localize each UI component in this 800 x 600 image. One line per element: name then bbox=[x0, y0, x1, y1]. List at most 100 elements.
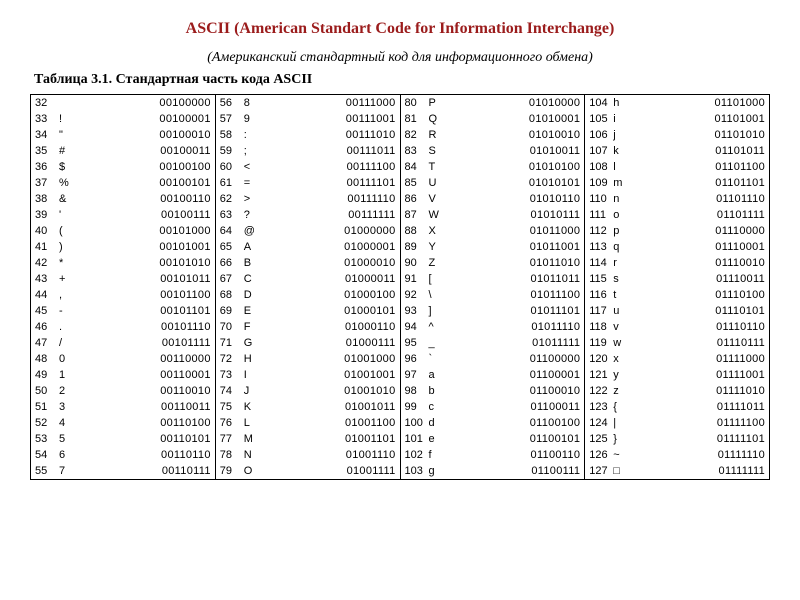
ascii-decimal: 85 bbox=[405, 178, 429, 189]
ascii-binary: 00101001 bbox=[75, 242, 211, 253]
ascii-row: 65A01000001 bbox=[216, 239, 400, 255]
ascii-binary: 01010111 bbox=[445, 210, 581, 221]
ascii-char: } bbox=[613, 434, 629, 445]
ascii-row: 104h01101000 bbox=[585, 95, 769, 111]
ascii-binary: 01011011 bbox=[445, 274, 581, 285]
ascii-binary: 01101001 bbox=[629, 114, 765, 125]
ascii-row: 127□01111111 bbox=[585, 463, 769, 479]
ascii-decimal: 100 bbox=[405, 418, 429, 429]
ascii-binary: 01101100 bbox=[629, 162, 765, 173]
ascii-char: * bbox=[59, 258, 75, 269]
ascii-decimal: 37 bbox=[35, 178, 59, 189]
ascii-binary: 01011010 bbox=[445, 258, 581, 269]
ascii-row: 60<00111100 bbox=[216, 159, 400, 175]
ascii-row: 39'00100111 bbox=[31, 207, 215, 223]
ascii-char: E bbox=[244, 306, 260, 317]
ascii-decimal: 101 bbox=[405, 434, 429, 445]
ascii-row: 107k01101011 bbox=[585, 143, 769, 159]
ascii-decimal: 110 bbox=[589, 194, 613, 205]
ascii-char: . bbox=[59, 322, 75, 333]
ascii-row: 49100110001 bbox=[31, 367, 215, 383]
ascii-binary: 01100011 bbox=[445, 402, 581, 413]
ascii-binary: 01110011 bbox=[629, 274, 765, 285]
ascii-decimal: 111 bbox=[589, 210, 613, 221]
ascii-row: 101e01100101 bbox=[401, 431, 585, 447]
ascii-binary: 01100010 bbox=[445, 386, 581, 397]
ascii-binary: 01100001 bbox=[445, 370, 581, 381]
ascii-decimal: 82 bbox=[405, 130, 429, 141]
ascii-char: 3 bbox=[59, 402, 75, 413]
ascii-row: 109m01101101 bbox=[585, 175, 769, 191]
ascii-char: H bbox=[244, 354, 260, 365]
ascii-char: t bbox=[613, 290, 629, 301]
ascii-decimal: 60 bbox=[220, 162, 244, 173]
ascii-row: 97a01100001 bbox=[401, 367, 585, 383]
ascii-row: 59;00111011 bbox=[216, 143, 400, 159]
ascii-binary: 01110000 bbox=[629, 226, 765, 237]
ascii-char: J bbox=[244, 386, 260, 397]
ascii-row: 64@01000000 bbox=[216, 223, 400, 239]
ascii-decimal: 43 bbox=[35, 274, 59, 285]
ascii-decimal: 123 bbox=[589, 402, 613, 413]
ascii-decimal: 66 bbox=[220, 258, 244, 269]
ascii-char: O bbox=[244, 466, 260, 477]
ascii-row: 75K01001011 bbox=[216, 399, 400, 415]
ascii-binary: 01000111 bbox=[260, 338, 396, 349]
ascii-decimal: 61 bbox=[220, 178, 244, 189]
ascii-char: > bbox=[244, 194, 260, 205]
ascii-decimal: 70 bbox=[220, 322, 244, 333]
ascii-decimal: 113 bbox=[589, 242, 613, 253]
ascii-char: : bbox=[244, 130, 260, 141]
ascii-row: 126~01111110 bbox=[585, 447, 769, 463]
ascii-binary: 01111001 bbox=[629, 370, 765, 381]
ascii-row: 86V01010110 bbox=[401, 191, 585, 207]
ascii-decimal: 46 bbox=[35, 322, 59, 333]
ascii-row: 35#00100011 bbox=[31, 143, 215, 159]
ascii-char: k bbox=[613, 146, 629, 157]
ascii-binary: 00101000 bbox=[75, 226, 211, 237]
ascii-decimal: 81 bbox=[405, 114, 429, 125]
ascii-char: d bbox=[429, 418, 445, 429]
ascii-char: T bbox=[429, 162, 445, 173]
ascii-row: 42*00101010 bbox=[31, 255, 215, 271]
ascii-binary: 01100111 bbox=[445, 466, 581, 477]
ascii-row: 62>00111110 bbox=[216, 191, 400, 207]
ascii-binary: 01101111 bbox=[629, 210, 765, 221]
ascii-decimal: 115 bbox=[589, 274, 613, 285]
ascii-decimal: 109 bbox=[589, 178, 613, 189]
ascii-binary: 00110001 bbox=[75, 370, 211, 381]
ascii-binary: 01111110 bbox=[629, 450, 765, 461]
ascii-binary: 01001101 bbox=[260, 434, 396, 445]
ascii-row: 45-00101101 bbox=[31, 303, 215, 319]
ascii-column: 104h01101000105i01101001106j01101010107k… bbox=[585, 95, 769, 479]
ascii-binary: 01011110 bbox=[445, 322, 581, 333]
ascii-row: 118v01110110 bbox=[585, 319, 769, 335]
ascii-binary: 00110101 bbox=[75, 434, 211, 445]
ascii-binary: 01001011 bbox=[260, 402, 396, 413]
ascii-char: u bbox=[613, 306, 629, 317]
ascii-binary: 01010100 bbox=[445, 162, 581, 173]
ascii-row: 87W01010111 bbox=[401, 207, 585, 223]
ascii-char: | bbox=[613, 418, 629, 429]
ascii-row: 98b01100010 bbox=[401, 383, 585, 399]
ascii-char: % bbox=[59, 178, 75, 189]
ascii-decimal: 65 bbox=[220, 242, 244, 253]
table-caption: Таблица 3.1. Стандартная часть кода ASCI… bbox=[34, 72, 770, 88]
ascii-row: 55700110111 bbox=[31, 463, 215, 479]
ascii-binary: 01011001 bbox=[445, 242, 581, 253]
ascii-row: 56800111000 bbox=[216, 95, 400, 111]
ascii-binary: 00100111 bbox=[75, 210, 211, 221]
ascii-binary: 01100101 bbox=[445, 434, 581, 445]
ascii-binary: 00101111 bbox=[75, 338, 211, 349]
ascii-row: 77M01001101 bbox=[216, 431, 400, 447]
ascii-decimal: 56 bbox=[220, 98, 244, 109]
ascii-decimal: 126 bbox=[589, 450, 613, 461]
ascii-decimal: 116 bbox=[589, 290, 613, 301]
ascii-binary: 00101011 bbox=[75, 274, 211, 285]
ascii-binary: 01110101 bbox=[629, 306, 765, 317]
ascii-binary: 01000101 bbox=[260, 306, 396, 317]
ascii-binary: 00100110 bbox=[75, 194, 211, 205]
ascii-char: Y bbox=[429, 242, 445, 253]
ascii-binary: 00110010 bbox=[75, 386, 211, 397]
ascii-decimal: 80 bbox=[405, 98, 429, 109]
